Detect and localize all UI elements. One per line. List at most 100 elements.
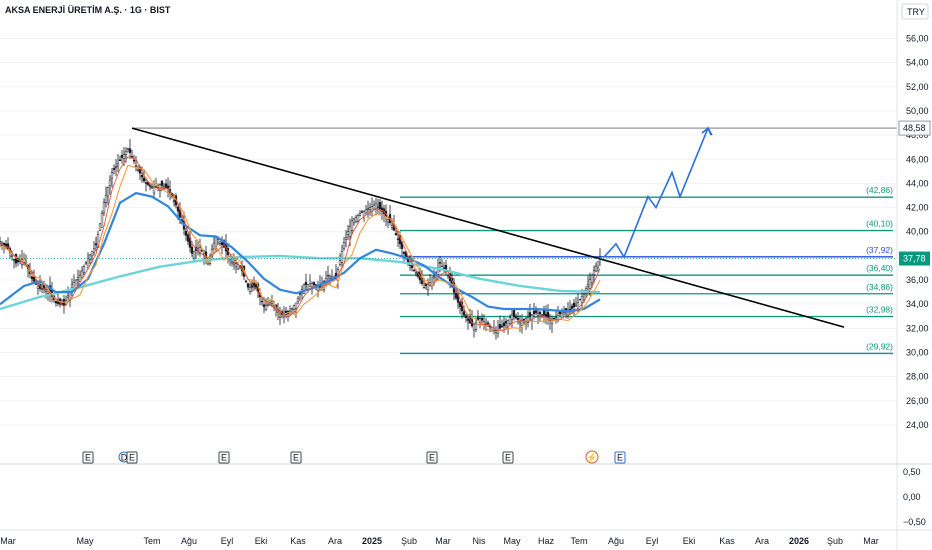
candle-up (40, 288, 44, 290)
y-tick-label: 24,00 (906, 420, 929, 430)
candle-up (124, 151, 128, 155)
moving-average-long (0, 254, 601, 311)
candle-down (312, 282, 316, 285)
candle-down (502, 322, 506, 327)
candle-up (296, 298, 300, 302)
x-tick-label: 2026 (789, 536, 809, 546)
event-markers: E D E E E E E ⚡ E (82, 450, 626, 464)
candle-up (114, 166, 118, 168)
price-grid (0, 37, 897, 426)
candle-up (78, 274, 82, 282)
candle-up (230, 261, 234, 264)
candle-up (236, 264, 240, 270)
candle-up (110, 172, 114, 179)
candle-up (192, 251, 196, 259)
y-tick-label: 42,00 (906, 203, 929, 213)
x-tick-label: Nis (473, 536, 486, 546)
candle-up (358, 213, 362, 216)
candle-down (244, 280, 248, 283)
candle-down (262, 304, 266, 307)
candle-down (142, 177, 146, 182)
candle-down (402, 252, 406, 254)
candle-up (362, 210, 366, 217)
candle-up (356, 215, 360, 222)
fib-level-label: (37,92) (866, 245, 893, 255)
y-tick-label: 28,00 (906, 372, 929, 382)
event-label: ⚡ (586, 452, 597, 464)
x-tick-label: Şub (401, 536, 417, 546)
oscillator-tick-label: 0,50 (903, 467, 921, 477)
candle-down (186, 234, 190, 242)
moving-average-faster (0, 156, 601, 332)
earnings-marker (502, 451, 514, 464)
candle-down (6, 243, 10, 249)
x-tick-label: Kas (719, 536, 735, 546)
candle-down (458, 301, 462, 307)
candle-up (66, 294, 70, 298)
candle-up (104, 194, 108, 203)
candle-down (412, 269, 416, 272)
candle-up (432, 276, 436, 279)
candle-down (2, 242, 6, 246)
currency-label: TRY (907, 7, 925, 17)
event-label: E (429, 453, 435, 463)
candle-down (184, 230, 188, 236)
candle-down (190, 246, 194, 254)
chart-title: AKSA ENERJİ ÜRETİM A.Ş. · 1G · BIST (5, 5, 171, 15)
x-tick-label: Eki (255, 536, 268, 546)
candle-up (350, 220, 354, 231)
candle-up (36, 285, 40, 289)
candle-up (368, 207, 372, 211)
earnings-marker (426, 451, 438, 464)
candle-up (440, 265, 444, 268)
candle-down (464, 315, 468, 318)
candle-down (166, 185, 170, 189)
candle-down (254, 284, 258, 288)
candle-down (144, 182, 148, 184)
candle-down (298, 293, 302, 295)
x-tick-label: Mar (0, 536, 16, 546)
candle-up (590, 274, 594, 284)
x-tick-label: Eyl (646, 536, 659, 546)
candle-up (232, 262, 236, 265)
candle-up (352, 218, 356, 223)
candle-up (134, 165, 138, 167)
candle-down (538, 311, 542, 315)
candle-down (246, 283, 250, 288)
candle-up (348, 226, 352, 237)
last-price-label: 37,78 (903, 254, 926, 264)
candle-up (508, 317, 512, 324)
candle-up (98, 223, 102, 231)
candle-up (494, 330, 498, 333)
candle-up (10, 255, 14, 257)
y-tick-label: 46,00 (906, 154, 929, 164)
x-tick-label: Ağu (608, 536, 624, 546)
candle-down (172, 200, 176, 202)
last-price-tag (899, 251, 930, 266)
candle-down (516, 318, 520, 320)
event-label: E (129, 453, 135, 463)
candle-down (542, 310, 546, 316)
fib-level-label: (40,10) (866, 219, 893, 229)
event-label: D (121, 453, 128, 463)
candle-up (518, 320, 522, 324)
candle-down (12, 259, 16, 261)
candle-up (80, 270, 84, 278)
candle-up (292, 305, 296, 310)
candle-up (386, 219, 390, 223)
candle-down (410, 265, 414, 269)
candle-up (86, 258, 90, 269)
y-tick-label: 56,00 (906, 33, 929, 43)
candle-up (582, 293, 586, 295)
candle-down (544, 313, 548, 317)
y-tick-label: 34,00 (906, 299, 929, 309)
projection-arrowhead (701, 126, 712, 136)
candle-up (108, 179, 112, 187)
candle-down (176, 206, 180, 212)
projection-path (603, 126, 713, 259)
candle-up (328, 275, 332, 279)
candle-up (526, 317, 530, 323)
candle-up (102, 202, 106, 213)
candle-down (498, 324, 502, 329)
